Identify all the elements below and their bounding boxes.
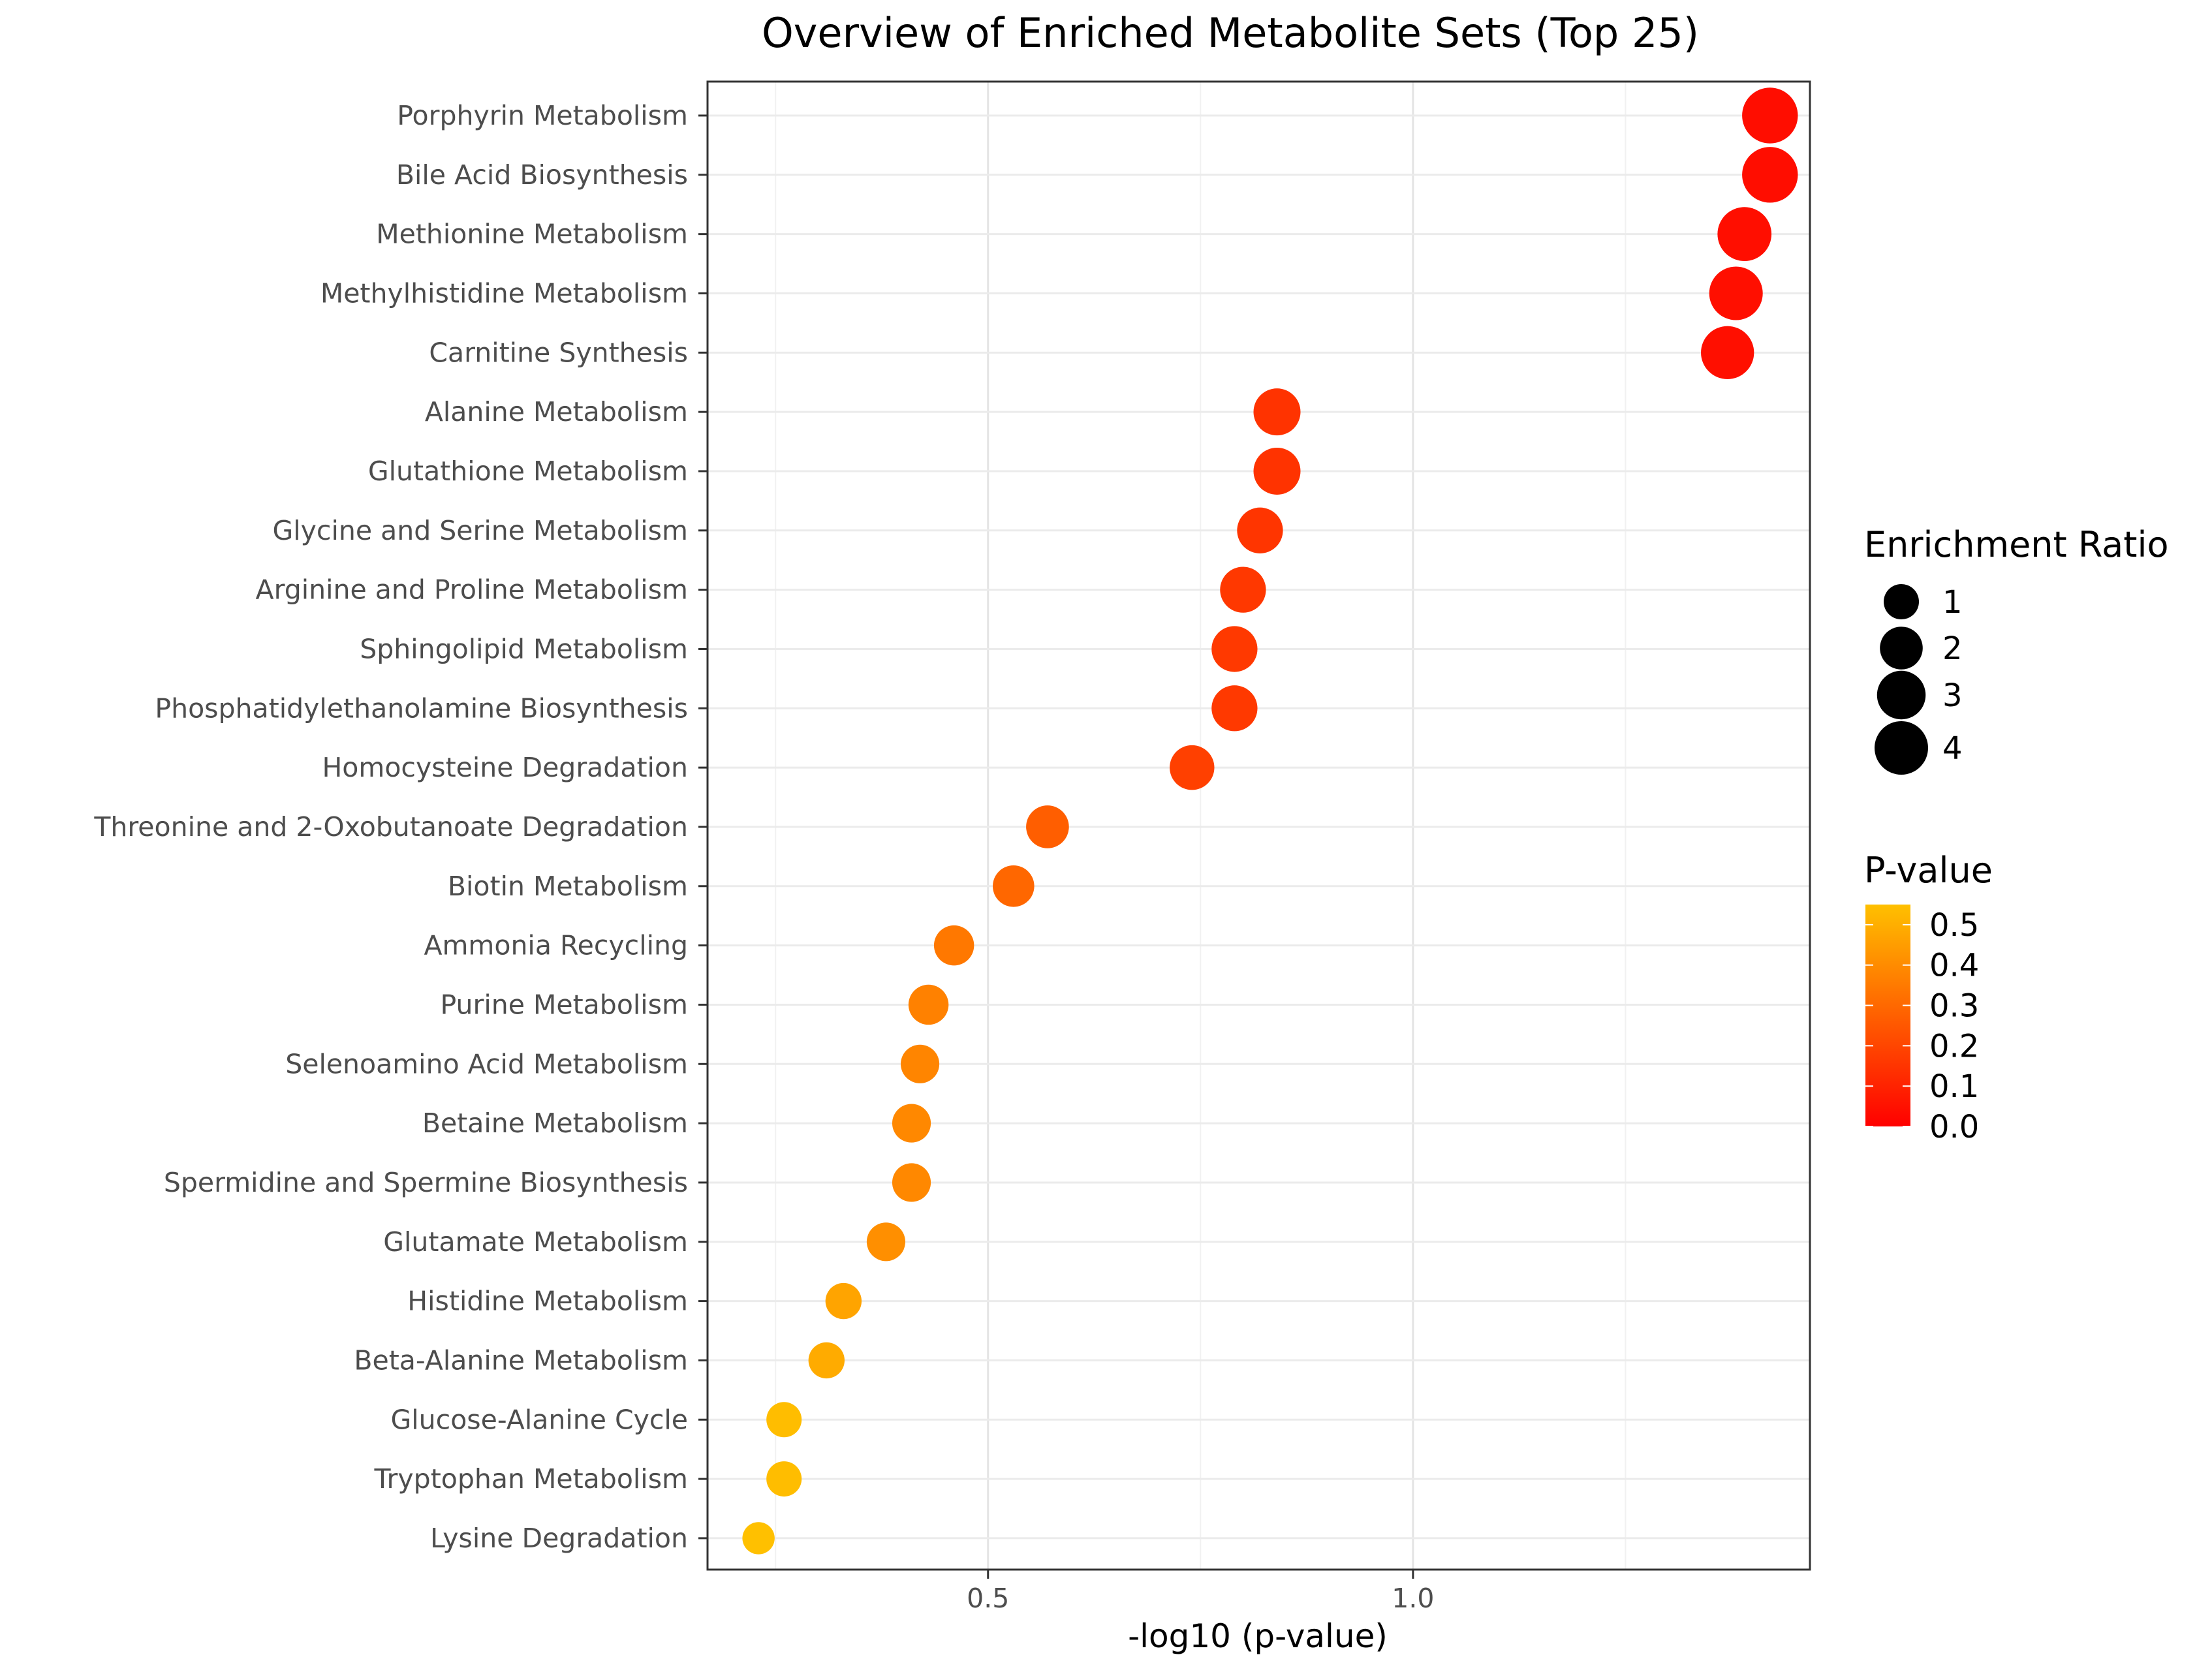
y-tick-label: Beta-Alanine Metabolism — [354, 1344, 688, 1376]
data-point — [1253, 447, 1301, 495]
y-tick-label: Purine Metabolism — [441, 989, 688, 1020]
y-tick-label: Methylhistidine Metabolism — [320, 277, 688, 309]
data-point — [1709, 266, 1763, 320]
size-legend-label: 1 — [1942, 584, 1963, 621]
data-point — [908, 984, 949, 1025]
data-point — [1026, 805, 1069, 848]
data-point — [1211, 685, 1258, 732]
data-point — [1237, 507, 1283, 553]
color-legend-label: 0.4 — [1929, 948, 1979, 984]
y-tick-label: Tryptophan Metabolism — [374, 1463, 688, 1495]
data-point — [766, 1402, 802, 1438]
data-point — [1742, 87, 1798, 144]
y-tick-label: Glutamate Metabolism — [383, 1226, 688, 1258]
data-point — [1717, 207, 1772, 262]
color-legend-title: P-value — [1864, 850, 1993, 891]
chart-title: Overview of Enriched Metabolite Sets (To… — [762, 9, 1699, 57]
y-tick-label: Spermidine and Spermine Biosynthesis — [164, 1167, 688, 1198]
y-tick-label: Glycine and Serine Metabolism — [272, 515, 688, 546]
y-tick-labels: Porphyrin Metabolism Bile Acid Biosynthes… — [93, 100, 708, 1554]
y-tick-label: Ammonia Recycling — [424, 930, 688, 961]
y-tick-label: Phosphatidylethanolamine Biosynthesis — [155, 692, 688, 724]
color-legend-label: 0.5 — [1929, 907, 1979, 944]
data-point — [993, 865, 1035, 907]
size-legend-label: 4 — [1942, 730, 1963, 767]
size-legend-key — [1875, 721, 1928, 775]
color-legend-label: 0.3 — [1929, 988, 1979, 1025]
x-axis-ticks: 0.5 1.0 — [967, 1570, 1434, 1614]
color-legend-label: 0.1 — [1929, 1068, 1979, 1105]
size-legend-key — [1877, 670, 1926, 720]
x-axis-label: -log10 (p-value) — [1128, 1617, 1388, 1655]
data-point — [825, 1282, 862, 1320]
size-legend-key — [1884, 584, 1919, 619]
color-legend-ticks: 0.0 0.1 0.20.3 0.4 0.5 — [1865, 907, 1979, 1145]
data-point — [1742, 147, 1798, 203]
y-tick-label: Porphyrin Metabolism — [397, 100, 688, 131]
y-tick-label: Homocysteine Degradation — [322, 752, 688, 783]
y-tick-label: Methionine Metabolism — [376, 219, 688, 250]
data-point — [1253, 388, 1301, 436]
y-tick-label: Histidine Metabolism — [407, 1286, 688, 1317]
data-point — [1170, 745, 1215, 790]
plot-border — [706, 80, 1811, 1571]
data-point — [808, 1342, 845, 1379]
color-legend-label: 0.2 — [1929, 1028, 1979, 1064]
size-legend-items: 1 2 3 4 — [1875, 584, 1963, 775]
y-tick-label: Carnitine Synthesis — [429, 337, 688, 368]
y-tick-label: Threonine and 2-Oxobutanoate Degradation — [93, 811, 688, 843]
data-point — [892, 1104, 931, 1143]
y-tick-label: Betaine Metabolism — [422, 1108, 688, 1139]
y-tick-label: Arginine and Proline Metabolism — [256, 574, 688, 606]
y-tick-label: Bile Acid Biosynthesis — [396, 159, 688, 191]
y-tick-label: Glutathione Metabolism — [368, 456, 688, 487]
size-legend: Enrichment Ratio 1 2 3 4 — [1864, 524, 2169, 775]
data-point — [1220, 566, 1266, 613]
y-tick-label: Sphingolipid Metabolism — [360, 633, 688, 664]
y-tick-label: Lysine Degradation — [430, 1523, 688, 1554]
size-legend-label: 2 — [1942, 630, 1963, 667]
size-legend-title: Enrichment Ratio — [1864, 524, 2169, 565]
data-point — [742, 1522, 775, 1555]
data-point — [1211, 626, 1258, 672]
y-tick-label: Selenoamino Acid Metabolism — [285, 1048, 688, 1079]
color-legend-label: 0.0 — [1929, 1109, 1979, 1145]
size-legend-label: 3 — [1942, 677, 1963, 714]
data-point — [866, 1222, 906, 1262]
data-point — [766, 1461, 802, 1497]
plot-panel — [708, 82, 1810, 1570]
data-point — [1701, 326, 1754, 379]
color-bar — [1865, 905, 1910, 1126]
data-point — [892, 1163, 931, 1202]
x-tick-label: 0.5 — [967, 1583, 1009, 1614]
y-tick-label: Glucose-Alanine Cycle — [391, 1404, 688, 1435]
data-points — [742, 87, 1798, 1555]
y-tick-label: Alanine Metabolism — [425, 396, 688, 427]
data-point — [933, 925, 974, 966]
color-legend: P-value 0.0 0.1 0.20.3 0.4 0.5 — [1864, 850, 1993, 1145]
y-tick-label: Biotin Metabolism — [448, 871, 688, 902]
data-point — [900, 1044, 940, 1083]
size-legend-key — [1880, 627, 1923, 670]
x-tick-label: 1.0 — [1392, 1583, 1434, 1614]
